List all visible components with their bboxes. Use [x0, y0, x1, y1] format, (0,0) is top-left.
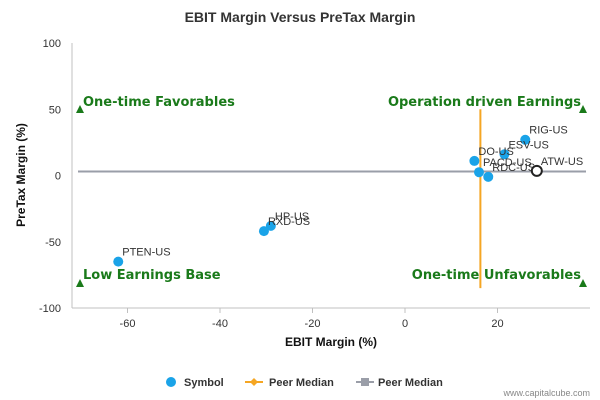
legend-symbol-label: Symbol: [184, 377, 224, 389]
axes: -60 -40 -20 0 20 100 50 0 -50 -100: [39, 38, 590, 330]
y-tick-label: 0: [55, 171, 61, 183]
data-point: [474, 167, 484, 178]
data-point-label: RIG-US: [529, 125, 568, 137]
data-point-label: RDC-US: [492, 162, 535, 174]
data-point-label: ATW-US: [541, 156, 583, 168]
y-tick-label: 50: [49, 104, 61, 116]
legend-peer-median-square: [361, 378, 369, 386]
data-point-label: HP-US: [275, 211, 309, 223]
data-point: [520, 134, 531, 145]
legend: Symbol Peer Median Peer Median: [166, 377, 443, 389]
quadrant-marker-triangle: [579, 105, 587, 113]
data-point-label: ESV-US: [508, 139, 548, 151]
quadrant-marker-triangle: [579, 279, 587, 287]
x-axis-title: EBIT Margin (%): [285, 335, 377, 349]
data-point-label: DO-US: [478, 146, 513, 158]
quadrant-label: One-time Unfavorables: [412, 268, 581, 283]
legend-symbol-marker: [166, 377, 176, 387]
data-point-label: PACD-US: [483, 157, 532, 169]
x-tick-label: 20: [491, 318, 503, 330]
chart-title: EBIT Margin Versus PreTax Margin: [185, 9, 416, 25]
y-tick-label: -100: [39, 303, 61, 315]
data-point: [469, 155, 480, 166]
x-tick-label: -40: [212, 318, 228, 330]
quadrant-labels: One-time Favorables Operation driven Earn…: [76, 95, 587, 287]
data-point: [258, 226, 269, 237]
data-point-label: PTEN-US: [122, 247, 170, 259]
data-point: [265, 220, 276, 231]
y-axis-title: PreTax Margin (%): [14, 123, 28, 227]
x-tick-label: 0: [402, 318, 408, 330]
legend-peer-median-label-2: Peer Median: [378, 377, 443, 389]
x-tick-label: -60: [120, 318, 136, 330]
legend-peer-median-label-1: Peer Median: [269, 377, 334, 389]
data-point: [113, 256, 124, 267]
x-tick-label: -20: [305, 318, 321, 330]
data-point: [499, 149, 510, 160]
quadrant-label: Operation driven Earnings: [388, 95, 581, 110]
reference-lines: [78, 109, 586, 289]
y-tick-label: 100: [43, 38, 61, 50]
data-point-label: RXD-US: [268, 216, 310, 228]
quadrant-marker-triangle: [76, 105, 84, 113]
quadrant-label: Low Earnings Base: [83, 268, 221, 283]
data-point: [530, 164, 543, 177]
data-point: [483, 171, 494, 182]
y-tick-label: -50: [45, 237, 61, 249]
credit-text: www.capitalcube.com: [502, 388, 590, 398]
legend-peer-median-diamond: [250, 378, 258, 386]
quadrant-label: One-time Favorables: [83, 95, 235, 110]
quadrant-marker-triangle: [76, 279, 84, 287]
